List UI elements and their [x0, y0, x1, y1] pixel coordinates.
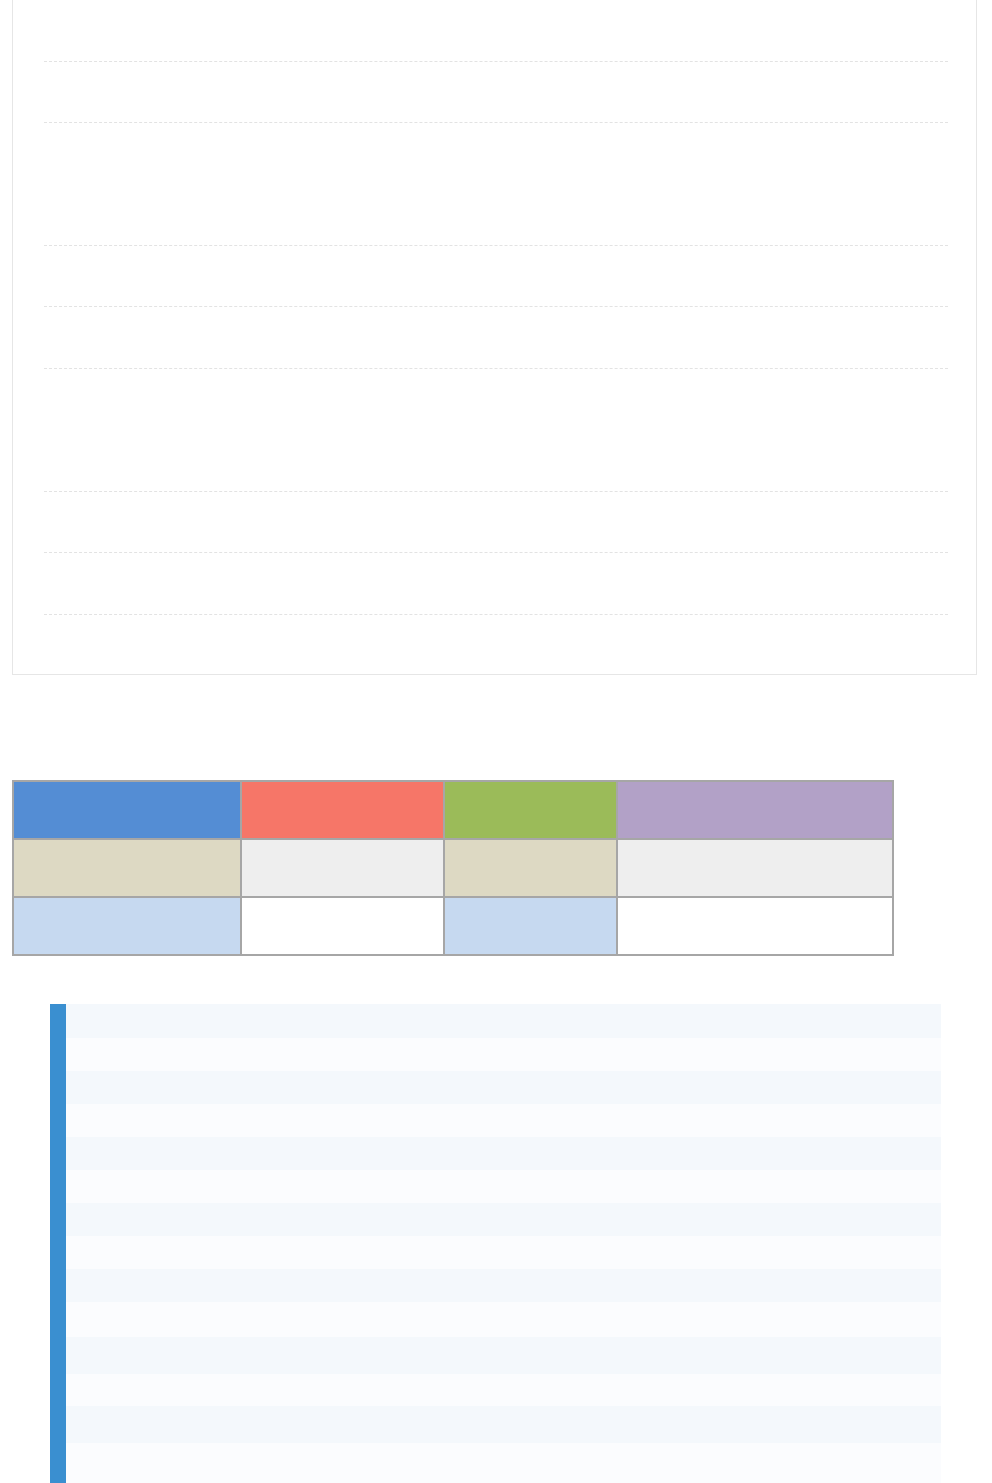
table-cell — [12, 896, 242, 956]
list-item — [66, 1406, 941, 1443]
table-cell — [240, 896, 445, 956]
list-item — [66, 1137, 941, 1170]
list-item — [66, 1104, 941, 1137]
list-item — [66, 1004, 941, 1038]
table-cell — [240, 838, 445, 898]
table-cell — [443, 838, 618, 898]
list-item — [66, 1269, 941, 1302]
list-item — [66, 1071, 941, 1104]
table-cell — [616, 896, 894, 956]
divider — [44, 368, 948, 369]
list-item — [66, 1443, 941, 1483]
table-header-cell — [616, 780, 894, 840]
table-header-cell — [240, 780, 445, 840]
divider — [44, 552, 948, 553]
table-header-cell — [12, 780, 242, 840]
list-item — [66, 1337, 941, 1374]
table-cell — [616, 838, 894, 898]
divider — [44, 122, 948, 123]
divider — [44, 614, 948, 615]
divider — [44, 491, 948, 492]
list-item — [66, 1170, 941, 1203]
list-item — [66, 1374, 941, 1406]
divider — [44, 306, 948, 307]
table-header-row — [12, 780, 894, 840]
divider — [44, 245, 948, 246]
list-item — [66, 1203, 941, 1236]
table-row — [12, 838, 894, 898]
content-card — [12, 0, 977, 675]
list-item — [66, 1236, 941, 1269]
list-item — [66, 1038, 941, 1071]
table-header-cell — [443, 780, 618, 840]
divider — [44, 61, 948, 62]
table-cell — [12, 838, 242, 898]
table-row — [12, 896, 894, 956]
list-item — [66, 1302, 941, 1337]
list-accent-bar — [50, 1004, 66, 1483]
color-table — [12, 780, 894, 956]
table-cell — [443, 896, 618, 956]
